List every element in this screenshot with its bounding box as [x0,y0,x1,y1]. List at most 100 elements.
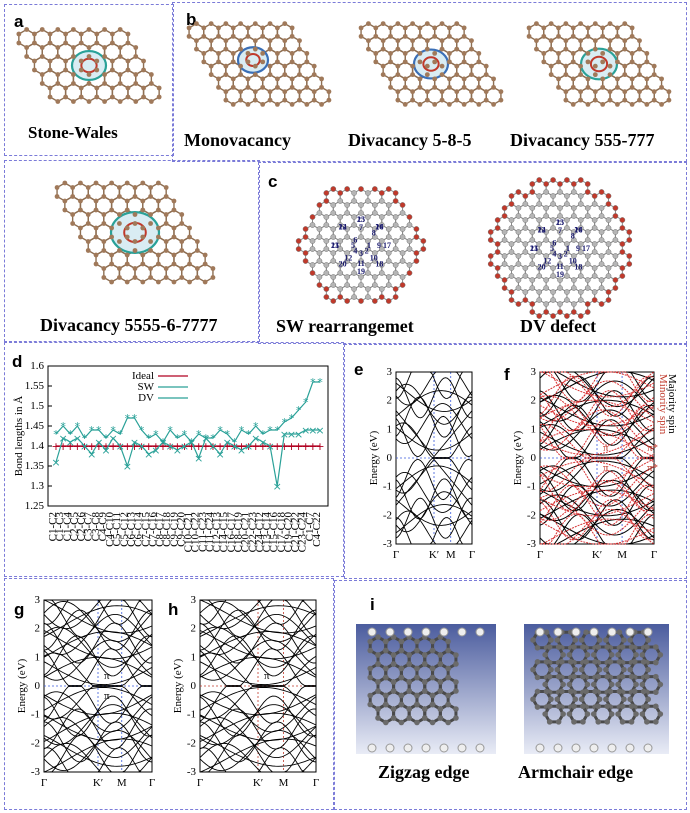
series-point-ideal: + [308,440,317,453]
carbon-atom [571,719,577,725]
carbon-atom [595,703,602,710]
carbon-atom [406,679,412,685]
carbon-atom [607,688,614,695]
x-tick-label: C9-C19 [168,512,180,547]
band-line [395,510,473,545]
hydrogen-atom [439,627,449,637]
y-tick-label: -3 [31,766,41,778]
y-tick-label: 1 [191,651,197,663]
band-line [395,504,473,534]
hydrogen-atom [589,627,599,637]
series-point-ideal: + [315,440,324,453]
carbon-atom [555,703,562,710]
atom-number: 10 [370,254,378,263]
carbon-atom [421,688,428,694]
carbon-atom [382,665,389,672]
band-line [539,429,655,456]
carbon-atom [560,711,566,717]
series-line-dv [55,381,320,444]
carbon-atom [382,638,389,645]
series-point-dv: * [239,424,245,437]
y-tick-label: 2 [35,623,41,635]
carbon-atom [445,674,451,681]
carbon-atom [398,701,405,708]
y-tick-label: -1 [31,709,40,721]
series-point-dv: * [75,420,81,433]
carbon-atom [653,719,659,725]
band-line [539,513,655,545]
carbon-atom [595,644,602,650]
band-line [539,371,655,403]
atom-number: 14 [339,223,347,232]
band-line [43,599,152,625]
carbon-atom [390,715,397,721]
atom-number: 21 [530,244,538,253]
band-line [199,613,317,655]
band-line [43,635,153,677]
series-point-sw: × [251,432,260,445]
band-line [44,599,153,638]
panel-b-letter: b [186,10,197,29]
carbon-atom [445,701,451,708]
carbon-atom [595,673,602,680]
carbon-atom [571,644,577,650]
carbon-atom [559,659,565,665]
y-tick-label: 2 [191,623,197,635]
carbon-atom [414,638,420,645]
band-line [199,708,317,750]
band-line [539,409,655,451]
panel-d-frame [4,342,344,577]
atom-number: 5 [550,244,554,253]
series-point-sw: × [123,460,132,473]
carbon-atom [375,634,381,640]
series-point-dv: * [125,412,131,425]
x-tick-label: M [446,549,456,561]
series-point-sw: × [173,444,182,457]
atom-number: 15 [556,218,564,227]
series-point-dv: * [253,420,259,433]
carbon-atom [375,706,381,712]
series-point-dv: * [296,404,302,417]
x-tick-label: C10-C22 [190,512,202,552]
series-point-sw: × [116,440,125,453]
carbon-atom [628,673,635,680]
band-line [43,735,153,767]
band-line [43,695,153,737]
atom-number: 5 [351,241,355,250]
series-point-dv: * [310,376,316,389]
carbon-atom [414,647,420,654]
series-point-dv: * [274,424,280,437]
carbon-atom [616,659,623,665]
band-line [539,404,655,427]
series-point-dv: * [210,432,216,445]
series-point-dv: * [217,424,223,437]
band-line [539,458,655,488]
band-line [395,491,473,533]
monovacancy-caption: Monovacancy [184,130,291,150]
series-point-dv: * [303,396,309,409]
carbon-atom [398,638,405,645]
band-line [539,484,655,526]
band-line [539,479,655,522]
atom-number: 17 [582,244,590,253]
x-tick-label: C8-C18 [161,512,173,547]
series-point-dv: * [60,420,66,433]
carbon-atom [367,692,374,699]
carbon-atom [429,665,436,672]
series-point-ideal: + [144,440,153,453]
hydrogen-atom [553,627,563,637]
atom-number: 20 [339,259,347,268]
atom-number: 1 [367,241,371,250]
pi-label: π [104,690,110,702]
hydrogen-atom [385,627,395,637]
band-line [199,599,317,630]
carbon-atom [421,715,428,721]
band-line [43,613,153,655]
band-line [539,428,655,458]
carbon-atom [453,688,459,694]
x-tick-label: M [279,777,289,789]
carbon-atom [639,711,646,717]
zigzag-caption: Zigzag edge [378,762,470,782]
carbon-atom [398,719,405,726]
x-tick-label: C3-C8 [90,512,102,542]
